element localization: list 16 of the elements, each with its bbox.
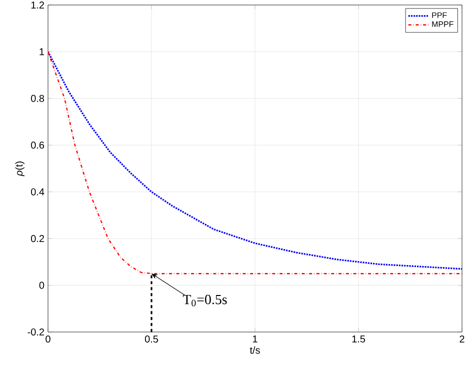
- y-tick-label: -0.2: [28, 328, 44, 336]
- y-axis-title: ρ(t): [15, 162, 24, 176]
- y-tick-label: 0.2: [31, 235, 44, 242]
- x-tick-label: 2: [460, 336, 464, 342]
- x-axis-title: t/s: [250, 346, 260, 354]
- y-tick-label: 0.8: [31, 94, 44, 102]
- x-tick-label: 1.5: [352, 336, 366, 342]
- y-tick-label: 1.2: [31, 2, 44, 8]
- y-tick-label: 0.6: [31, 142, 44, 149]
- y-tick-label: 1: [40, 48, 44, 56]
- x-tick-label: 0.5: [144, 336, 158, 343]
- x-tick-label: 1: [253, 336, 258, 342]
- annotation: T$_{0}$=0.5s: [182, 294, 227, 306]
- x-tick-label: 0: [46, 336, 50, 343]
- y-tick-label: 0: [39, 282, 44, 289]
- y-tick-label: 0.4: [31, 188, 44, 196]
